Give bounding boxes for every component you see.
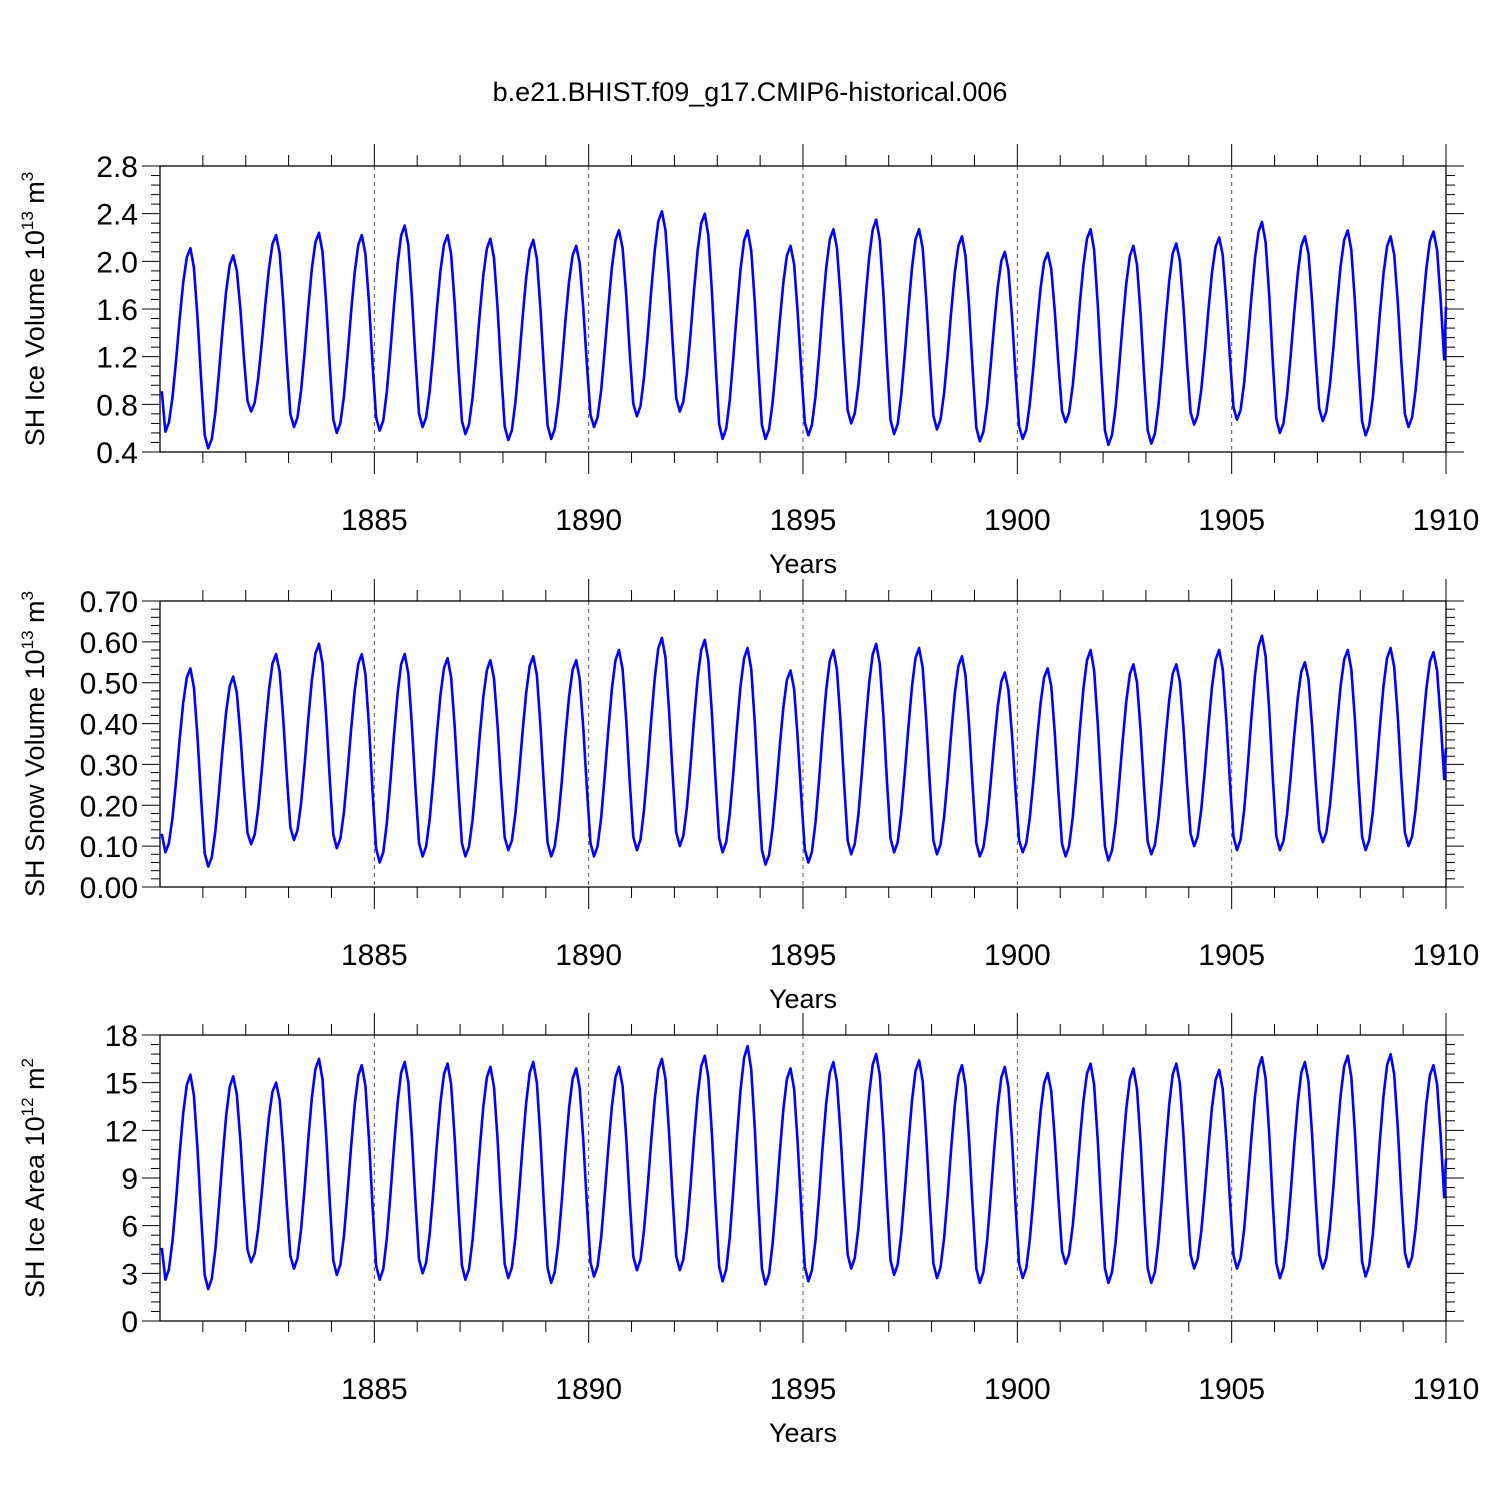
x-tick-label: 1900: [984, 939, 1051, 972]
x-tick-label: 1910: [1413, 939, 1480, 972]
x-tick-label: 1890: [555, 1373, 622, 1406]
x-axis-label: Years: [769, 1418, 837, 1448]
x-tick-label: 1885: [341, 504, 408, 537]
x-tick-label: 1900: [984, 504, 1051, 537]
y-tick-label: 2.8: [96, 151, 138, 184]
x-tick-label: 1905: [1198, 1373, 1265, 1406]
y-tick-label: 0.30: [80, 749, 138, 782]
y-tick-label: 3: [121, 1258, 138, 1291]
y-tick-label: 9: [121, 1163, 138, 1196]
plot-frame: [159, 600, 1447, 888]
y-tick-label: 0.70: [80, 586, 138, 619]
y-tick-label: 1.6: [96, 294, 138, 327]
y-tick-label: 0.00: [80, 872, 138, 905]
x-tick-label: 1890: [555, 939, 622, 972]
x-axis-label: Years: [769, 549, 837, 579]
ice-volume-panel: 1885 1890 1895 1900 1905 1910 0.4 0.8 1.2 1.6 2.0 2…: [18, 144, 1479, 579]
y-tick-label: 0.8: [96, 389, 138, 422]
y-tick-label: 6: [121, 1211, 138, 1244]
y-tick-label: 0.60: [80, 627, 138, 660]
y-tick-label: 1.2: [96, 342, 138, 375]
x-tick-label: 1905: [1198, 504, 1265, 537]
x-tick-label: 1895: [770, 504, 837, 537]
y-axis-label: SH Ice Volume 1013 m3: [18, 172, 50, 447]
x-tick-label: 1910: [1413, 504, 1480, 537]
y-tick-label: 12: [105, 1115, 138, 1148]
ice-area-panel: 1885 1890 1895 1900 1905 1910 0 3 6 9 12 15 18 Years S…: [18, 1013, 1479, 1448]
y-tick-label: 18: [105, 1020, 138, 1053]
y-axis-label: SH Snow Volume 1013 m3: [18, 591, 50, 897]
y-tick-label: 0.40: [80, 709, 138, 742]
y-tick-label: 2.4: [96, 199, 138, 232]
x-tick-label: 1885: [341, 1373, 408, 1406]
y-tick-label: 2.0: [96, 246, 138, 279]
y-axis-label: SH Ice Area 1012 m2: [18, 1058, 50, 1298]
x-tick-label: 1905: [1198, 939, 1265, 972]
y-tick-label: 0.50: [80, 668, 138, 701]
x-tick-label: 1890: [555, 504, 622, 537]
x-tick-label: 1885: [341, 939, 408, 972]
y-tick-label: 0.20: [80, 790, 138, 823]
x-tick-label: 1900: [984, 1373, 1051, 1406]
y-tick-label: 0.10: [80, 831, 138, 864]
y-tick-label: 0.4: [96, 437, 138, 470]
snow-volume-panel: 1885 1890 1895 1900 1905 1910 0.00 0.10 0.20 0.30…: [18, 579, 1479, 1014]
x-tick-label: 1895: [770, 1373, 837, 1406]
x-axis-label: Years: [769, 984, 837, 1014]
x-tick-label: 1895: [770, 939, 837, 972]
snow-volume-series-line: [160, 634, 1448, 868]
y-tick-label: 15: [105, 1068, 138, 1101]
x-tick-label: 1910: [1413, 1373, 1480, 1406]
y-tick-label: 0: [121, 1306, 138, 1339]
ice-area-series-line: [160, 1044, 1448, 1291]
ice-volume-series-line: [160, 210, 1448, 450]
chart-title: b.e21.BHIST.f09_g17.CMIP6-historical.006: [493, 77, 1008, 107]
